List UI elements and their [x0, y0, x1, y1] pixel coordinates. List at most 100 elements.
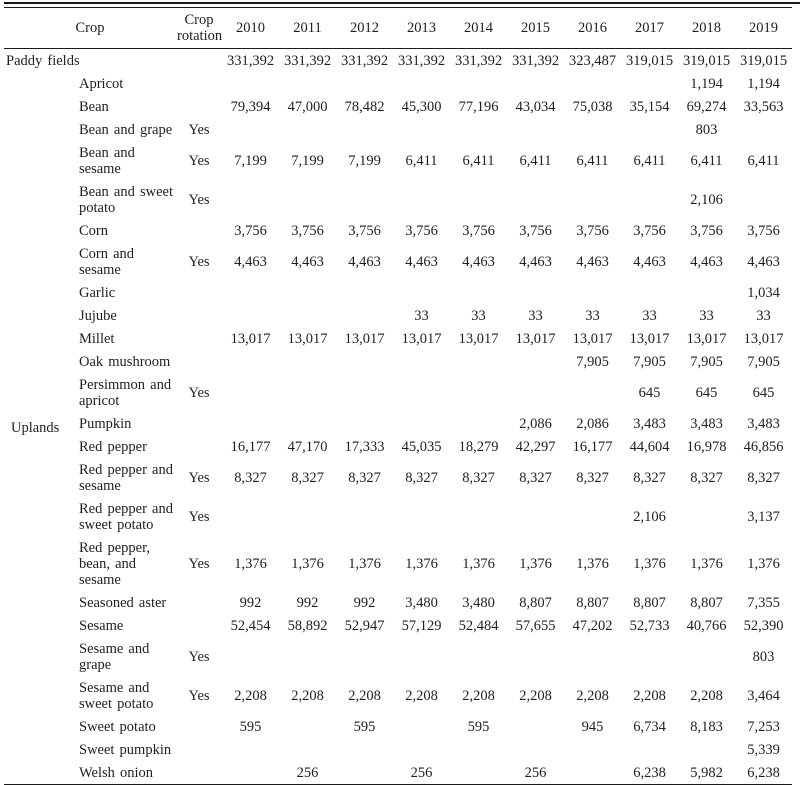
year-value-cell: 46,856 [743, 438, 784, 455]
crop-row: Bean and grape Yes 803 [4, 118, 792, 141]
year-value-cell: 331,392 [226, 52, 275, 69]
year-value-cell [222, 637, 279, 676]
year-value-cell: 33 [528, 307, 543, 324]
year-value-cell: 645 [695, 384, 718, 401]
crop-name-cell: Bean and sweet potato [79, 183, 173, 216]
rotation-cell: Yes [188, 152, 210, 169]
crop-row: Bean and sweet potato Yes 2,106 [4, 180, 792, 219]
year-value-cell: 4,463 [576, 253, 609, 270]
year-value-cell: 13,017 [515, 330, 556, 347]
year-value-cell: 319,015 [682, 52, 731, 69]
year-value-cell: 4,463 [690, 253, 723, 270]
year-value-cell [279, 738, 336, 761]
year-value-cell: 57,655 [515, 617, 556, 634]
crop-row: Welsh onion 256 256 256 6,238 5,982 6,238 [4, 761, 792, 785]
year-value-cell [450, 72, 507, 95]
year-value-cell: 8,327 [405, 469, 438, 486]
year-value-cell: 1,194 [747, 75, 780, 92]
year-value-cell [222, 497, 279, 536]
crop-name-cell: Bean and grape [79, 121, 173, 138]
rotation-cell [176, 72, 222, 95]
year-value-cell: 33 [699, 307, 714, 324]
year-value-cell: 6,411 [747, 152, 780, 169]
year-value-cell: 33 [414, 307, 429, 324]
year-value-cell [393, 350, 450, 373]
year-value-cell: 8,327 [348, 469, 381, 486]
crop-row: Red pepper 16,177 47,170 17,333 45,035 18,279… [4, 435, 792, 458]
year-value-cell [678, 738, 735, 761]
year-value-cell: 77,196 [458, 98, 499, 115]
year-value-cell [336, 373, 393, 412]
year-value-cell [222, 761, 279, 785]
year-value-cell [735, 180, 792, 219]
year-value-cell: 992 [353, 594, 376, 611]
crop-name-cell: Jujube [79, 307, 117, 324]
year-value-cell [564, 118, 621, 141]
year-value-cell: 16,177 [230, 438, 271, 455]
crop-area-by-year-table: Crop Crop rotation 2010 2011 2012 2013 2… [4, 7, 792, 785]
rotation-cell [176, 614, 222, 637]
year-value-cell: 57,129 [401, 617, 442, 634]
crop-name-cell: Sweet potato [79, 718, 156, 735]
year-value-cell: 992 [239, 594, 262, 611]
year-value-cell [336, 180, 393, 219]
year-value-cell [507, 637, 564, 676]
year-value-cell [621, 72, 678, 95]
year-value-cell [279, 72, 336, 95]
year-value-cell [507, 118, 564, 141]
year-value-cell [393, 373, 450, 412]
year-value-cell: 4,463 [633, 253, 666, 270]
rotation-cell: Yes [188, 121, 210, 138]
year-value-cell: 18,279 [458, 438, 499, 455]
year-value-cell: 13,017 [686, 330, 727, 347]
crop-name-cell: Seasoned aster [79, 594, 167, 611]
year-value-cell: 8,327 [690, 469, 723, 486]
year-value-cell: 4,463 [519, 253, 552, 270]
year-value-cell: 2,208 [234, 687, 267, 704]
year-value-cell: 52,454 [230, 617, 271, 634]
crop-row: Millet 13,017 13,017 13,017 13,017 13,017 13,0… [4, 327, 792, 350]
year-value-cell [336, 637, 393, 676]
year-value-cell [507, 738, 564, 761]
crop-name-cell: Apricot [79, 75, 124, 92]
year-value-cell: 6,411 [690, 152, 723, 169]
crop-row: Red pepper, bean, and sesame Yes 1,376 1,37… [4, 536, 792, 591]
year-value-cell: 8,807 [576, 594, 609, 611]
rotation-cell [176, 304, 222, 327]
year-value-cell: 2,208 [576, 687, 609, 704]
year-value-cell: 7,199 [348, 152, 381, 169]
crop-row: Red pepper and sweet potato Yes 2,106 3,137 [4, 497, 792, 536]
year-value-cell: 13,017 [743, 330, 784, 347]
year-value-cell: 2,208 [519, 687, 552, 704]
year-value-cell: 2,208 [690, 687, 723, 704]
year-column-header: 2013 [407, 20, 436, 36]
year-value-cell [222, 412, 279, 435]
year-column-header: 2018 [692, 20, 721, 36]
year-value-cell: 319,015 [625, 52, 674, 69]
year-value-cell: 645 [638, 384, 661, 401]
year-value-cell: 13,017 [230, 330, 271, 347]
year-value-cell: 8,327 [519, 469, 552, 486]
year-value-cell [279, 350, 336, 373]
rotation-cell [176, 435, 222, 458]
table-body: Paddy fields 331,392 331,392 331,392 331,392… [4, 49, 792, 785]
year-value-cell: 3,756 [747, 222, 780, 239]
crop-area-table-container: Crop Crop rotation 2010 2011 2012 2013 2… [4, 2, 800, 785]
year-value-cell [336, 738, 393, 761]
year-value-cell: 33 [471, 307, 486, 324]
year-value-cell: 16,177 [572, 438, 613, 455]
year-value-cell: 17,333 [344, 438, 385, 455]
year-value-cell: 7,905 [576, 353, 609, 370]
crop-name-cell: Red pepper and sweet potato [79, 500, 173, 533]
rotation-cell [176, 281, 222, 304]
year-value-cell: 3,480 [405, 594, 438, 611]
year-value-cell: 13,017 [401, 330, 442, 347]
year-value-cell: 13,017 [458, 330, 499, 347]
year-value-cell: 803 [695, 121, 718, 138]
year-value-cell: 75,038 [572, 98, 613, 115]
year-value-cell: 5,982 [690, 764, 723, 781]
year-value-cell: 3,137 [747, 508, 780, 525]
year-value-cell [450, 761, 507, 785]
year-value-cell: 52,484 [458, 617, 499, 634]
